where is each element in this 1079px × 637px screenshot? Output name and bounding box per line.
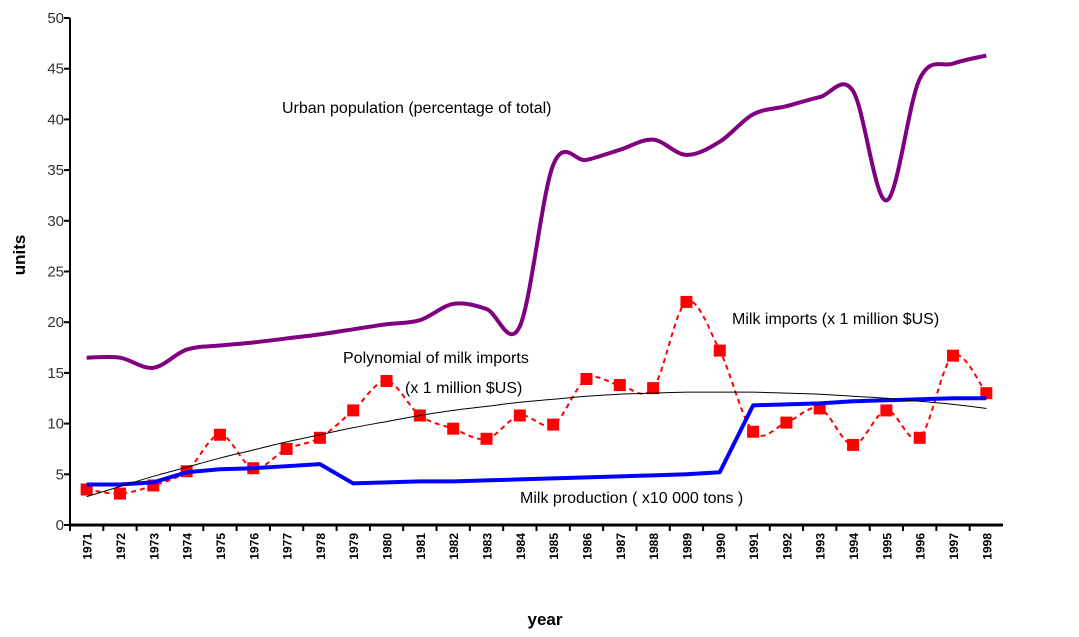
x-tick-label: 1986: [580, 533, 594, 560]
marker: [580, 372, 593, 385]
x-tick-label: 1972: [114, 533, 128, 560]
marker: [780, 416, 793, 429]
series-line: [86, 396, 987, 487]
x-tick-label: 1977: [281, 533, 295, 560]
marker: [747, 425, 760, 438]
marker: [980, 387, 993, 400]
marker: [647, 382, 660, 395]
x-tick-label: 1975: [214, 533, 228, 560]
x-tick-label: 1994: [847, 533, 861, 560]
x-tick-label: 1991: [747, 533, 761, 560]
marker: [513, 409, 526, 422]
marker: [547, 418, 560, 431]
y-tick-label: 20: [47, 314, 64, 331]
series-line: [86, 300, 988, 495]
marker: [113, 487, 126, 500]
x-tick-label: 1980: [381, 533, 395, 560]
marker: [380, 375, 393, 388]
x-tick-label: 1996: [914, 533, 928, 560]
x-tick-label: 1990: [714, 533, 728, 560]
x-tick-label: 1976: [247, 533, 261, 560]
y-tick-label: 10: [47, 416, 64, 433]
x-tick-label: 1997: [947, 533, 961, 560]
marker: [447, 422, 460, 435]
x-tick-label: 1971: [81, 533, 95, 560]
marker: [213, 428, 226, 441]
marker: [713, 344, 726, 357]
y-tick-label: 15: [47, 365, 64, 382]
x-tick-label: 1973: [147, 533, 161, 560]
y-tick-label: 5: [56, 466, 64, 483]
marker: [480, 432, 493, 445]
series-line: [86, 53, 987, 370]
y-tick-label: 45: [47, 61, 64, 78]
series-annotation: Urban population (percentage of total): [282, 100, 552, 117]
series-annotation: Polynomial of milk imports: [343, 350, 529, 367]
x-tick-label: 1984: [514, 533, 528, 560]
x-tick-label: 1974: [181, 533, 195, 560]
x-axis-label: year: [528, 610, 563, 629]
marker: [347, 404, 360, 417]
x-tick-label: 1982: [447, 533, 461, 560]
marker: [947, 349, 960, 362]
marker: [847, 438, 860, 451]
x-tick-label: 1988: [647, 533, 661, 560]
marker: [280, 442, 293, 455]
x-tick-label: 1981: [414, 533, 428, 560]
x-tick-label: 1979: [347, 533, 361, 560]
y-axis-label: units: [10, 235, 29, 276]
series-annotation: Milk imports (x 1 million $US): [732, 311, 939, 328]
series-annotation: (x 1 million $US): [405, 380, 522, 397]
y-tick-label: 30: [47, 213, 64, 230]
x-tick-label: 1998: [980, 533, 994, 560]
x-tick-label: 1995: [880, 533, 894, 560]
series-line: [86, 391, 987, 498]
marker: [880, 404, 893, 417]
x-tick-label: 1992: [780, 533, 794, 560]
y-tick-label: 35: [47, 162, 64, 179]
x-tick-label: 1983: [481, 533, 495, 560]
y-tick-label: 50: [47, 10, 64, 27]
x-tick-label: 1993: [814, 533, 828, 560]
x-tick-label: 1985: [547, 533, 561, 560]
x-tick-label: 1978: [314, 533, 328, 560]
marker: [613, 379, 626, 392]
series-annotation: Milk production ( x10 000 tons ): [520, 490, 743, 507]
x-tick-label: 1987: [614, 533, 628, 560]
x-tick-label: 1989: [680, 533, 694, 560]
y-tick-label: 0: [56, 517, 64, 534]
marker: [680, 295, 693, 308]
marker: [80, 483, 93, 496]
y-tick-label: 25: [47, 264, 64, 281]
y-tick-label: 40: [47, 111, 64, 128]
marker: [913, 431, 926, 444]
marker: [313, 431, 326, 444]
